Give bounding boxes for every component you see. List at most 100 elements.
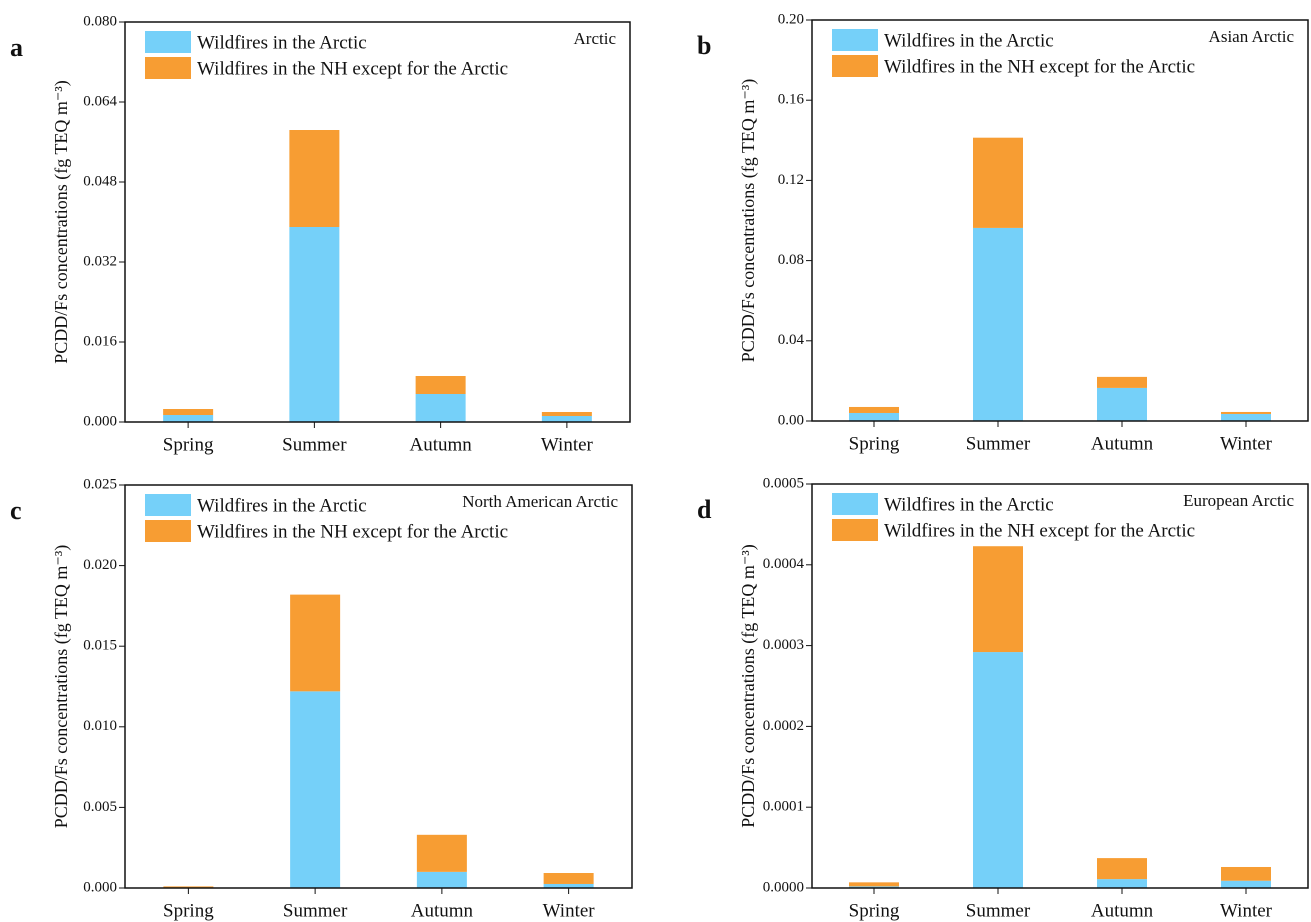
bar-segment xyxy=(290,691,341,888)
y-tick-label: 0.0004 xyxy=(763,556,805,572)
bar-segment xyxy=(289,130,340,227)
subtitle: European Arctic xyxy=(1183,491,1294,510)
x-tick-label: Spring xyxy=(849,433,900,454)
bar-segment xyxy=(1221,413,1271,421)
y-tick-label: 0.0000 xyxy=(763,879,804,895)
y-tick-label: 0.12 xyxy=(778,172,804,188)
x-tick-label: Winter xyxy=(541,434,594,455)
x-tick-label: Autumn xyxy=(1091,900,1154,921)
x-tick-label: Autumn xyxy=(409,434,472,455)
x-tick-label: Spring xyxy=(163,434,214,455)
panel-label: c xyxy=(10,496,22,525)
x-tick-label: Winter xyxy=(1220,900,1273,921)
y-axis-label: PCDD/Fs concentrations (fg TEQ m⁻³) xyxy=(738,79,759,363)
legend-swatch xyxy=(832,493,878,515)
subtitle: North American Arctic xyxy=(462,492,618,511)
y-tick-label: 0.032 xyxy=(83,253,117,269)
bar-segment xyxy=(973,227,1023,421)
legend-label: Wildfires in the NH except for the Arcti… xyxy=(197,58,508,79)
y-tick-label: 0.080 xyxy=(83,13,117,29)
y-tick-label: 0.04 xyxy=(778,332,805,348)
bar-segment xyxy=(1097,879,1147,888)
subtitle: Arctic xyxy=(574,29,617,48)
bar-segment xyxy=(849,886,899,888)
bar-segment xyxy=(1097,376,1147,388)
y-tick-label: 0.0005 xyxy=(763,475,804,491)
y-tick-label: 0.000 xyxy=(83,879,117,895)
legend-label: Wildfires in the Arctic xyxy=(197,495,367,516)
y-tick-label: 0.016 xyxy=(83,333,117,349)
legend-swatch xyxy=(832,519,878,541)
bar-segment xyxy=(1221,866,1271,881)
plot-frame xyxy=(124,21,631,423)
legend-swatch xyxy=(145,57,191,79)
y-tick-label: 0.010 xyxy=(83,718,117,734)
y-tick-label: 0.0002 xyxy=(763,718,804,734)
y-axis-label: PCDD/Fs concentrations (fg TEQ m⁻³) xyxy=(738,544,759,828)
y-tick-label: 0.08 xyxy=(778,252,804,268)
panel-label: a xyxy=(10,33,23,62)
y-tick-label: 0.048 xyxy=(83,173,117,189)
x-tick-label: Spring xyxy=(849,900,900,921)
bar-segment xyxy=(1097,858,1147,880)
panel-label: d xyxy=(697,495,712,524)
x-tick-label: Summer xyxy=(966,433,1031,454)
x-tick-label: Autumn xyxy=(1091,433,1154,454)
bar-segment xyxy=(543,883,594,888)
x-tick-label: Winter xyxy=(1220,433,1273,454)
legend-swatch xyxy=(145,494,191,516)
y-tick-label: 0.000 xyxy=(83,413,117,429)
legend-swatch xyxy=(145,520,191,542)
y-tick-label: 0.015 xyxy=(83,638,117,654)
y-tick-label: 0.020 xyxy=(83,557,117,573)
y-tick-label: 0.16 xyxy=(778,92,805,108)
bar-segment xyxy=(973,546,1023,653)
x-tick-label: Summer xyxy=(966,900,1031,921)
plot-frame xyxy=(811,483,1309,889)
x-tick-label: Spring xyxy=(163,900,214,921)
y-tick-label: 0.064 xyxy=(83,93,117,109)
y-tick-label: 0.0003 xyxy=(763,637,804,653)
bar-segment xyxy=(163,415,214,422)
y-tick-label: 0.025 xyxy=(83,476,117,492)
bar-segment xyxy=(416,871,467,888)
legend-swatch xyxy=(145,31,191,53)
bar-segment xyxy=(163,409,214,415)
bar-segment xyxy=(849,406,899,413)
bar-segment xyxy=(849,882,899,887)
legend-label: Wildfires in the NH except for the Arcti… xyxy=(197,521,508,542)
bar-segment xyxy=(415,394,466,422)
bar-segment xyxy=(290,594,341,692)
legend-label: Wildfires in the Arctic xyxy=(197,32,367,53)
y-axis-label: PCDD/Fs concentrations (fg TEQ m⁻³) xyxy=(51,545,72,829)
plot-frame xyxy=(811,19,1309,422)
legend-swatch xyxy=(832,55,878,77)
bar-segment xyxy=(543,873,594,884)
plot-frame xyxy=(124,484,633,889)
bar-segment xyxy=(163,886,214,888)
bar-segment xyxy=(541,412,592,416)
x-tick-label: Autumn xyxy=(411,900,474,921)
y-axis-label: PCDD/Fs concentrations (fg TEQ m⁻³) xyxy=(51,80,72,364)
x-tick-label: Winter xyxy=(543,900,596,921)
bar-segment xyxy=(1097,387,1147,421)
panel-label: b xyxy=(697,31,711,60)
bar-segment xyxy=(973,652,1023,888)
legend-label: Wildfires in the Arctic xyxy=(884,30,1054,51)
bar-segment xyxy=(416,834,467,872)
bar-segment xyxy=(1221,880,1271,888)
y-tick-label: 0.20 xyxy=(778,11,804,27)
bar-segment xyxy=(541,416,592,422)
legend-label: Wildfires in the NH except for the Arcti… xyxy=(884,520,1195,541)
legend-swatch xyxy=(832,29,878,51)
x-tick-label: Summer xyxy=(283,900,348,921)
y-tick-label: 0.005 xyxy=(83,799,117,815)
x-tick-label: Summer xyxy=(282,434,347,455)
bar-segment xyxy=(849,412,899,421)
legend-label: Wildfires in the Arctic xyxy=(884,494,1054,515)
y-tick-label: 0.00 xyxy=(778,412,804,428)
y-tick-label: 0.0001 xyxy=(763,799,804,815)
bar-segment xyxy=(1221,411,1271,414)
subtitle: Asian Arctic xyxy=(1209,27,1295,46)
